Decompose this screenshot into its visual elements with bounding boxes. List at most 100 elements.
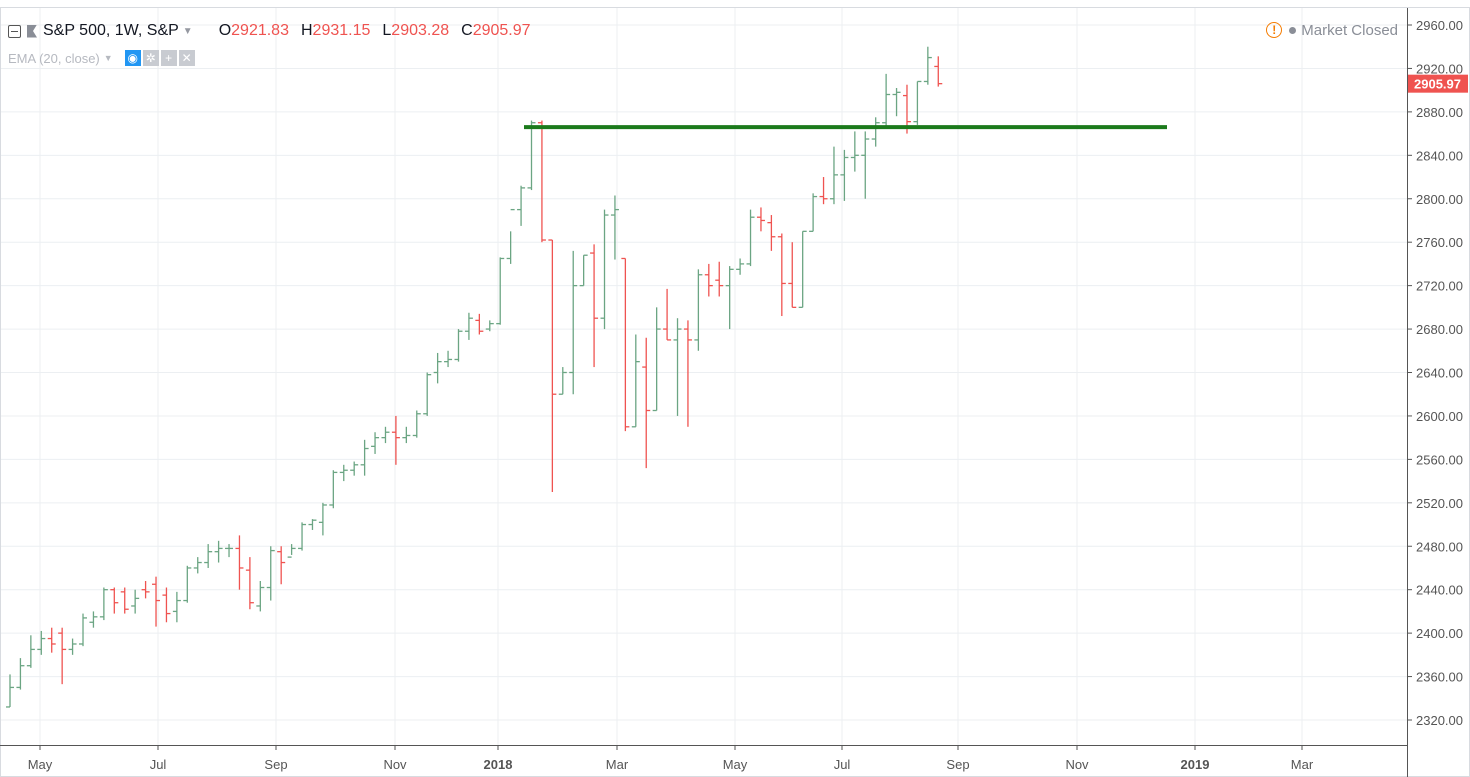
ohlc-bar xyxy=(871,117,880,147)
ohlc-bar xyxy=(683,320,692,427)
y-tick-label: 2480.00 xyxy=(1416,539,1463,554)
y-tick-label: 2640.00 xyxy=(1416,366,1463,381)
ohlc-bar xyxy=(423,372,432,416)
y-tick-label: 2600.00 xyxy=(1416,409,1463,424)
ohlc-bar xyxy=(266,546,275,601)
ohlc-bar xyxy=(193,557,202,574)
ohlc-bar xyxy=(485,320,494,332)
ohlc-bar xyxy=(68,638,77,655)
ohlc-bar xyxy=(475,313,484,335)
ohlc-bar xyxy=(715,261,724,297)
y-tick-label: 2960.00 xyxy=(1416,18,1463,33)
y-tick-label: 2680.00 xyxy=(1416,322,1463,337)
warning-icon[interactable]: ! xyxy=(1266,22,1283,38)
ohlc-bar xyxy=(934,56,943,87)
close-icon[interactable]: ✕ xyxy=(178,50,195,66)
symbol-title[interactable]: S&P 500, 1W, S&P xyxy=(43,22,179,39)
ohlc-bar xyxy=(829,146,838,205)
ohlc-bar xyxy=(610,195,619,260)
ohlc-bar xyxy=(736,258,745,275)
chevron-down-icon[interactable]: ▼ xyxy=(103,53,113,63)
ohlc-bar xyxy=(371,432,380,454)
ohlc-bar xyxy=(110,587,119,614)
ohlc-bar xyxy=(339,464,348,482)
ohlc-bar xyxy=(152,576,161,627)
symbol-legend: S&P 500, 1W, S&P ▼ O 2921.83 H 2931.15 L… xyxy=(8,20,531,42)
ohlc-bar xyxy=(47,627,56,653)
ohlc-bar xyxy=(120,587,129,614)
open-label: O xyxy=(218,22,232,39)
ohlc-bar xyxy=(621,257,630,432)
ohlc-bar xyxy=(600,209,609,330)
x-tick-label: Nov xyxy=(1065,757,1089,772)
x-tick-label: May xyxy=(723,757,748,772)
ohlc-bar xyxy=(412,410,421,438)
study-label[interactable]: EMA (20, close) xyxy=(8,50,100,66)
ohlc-bar xyxy=(809,193,818,232)
ohlc-bar xyxy=(214,540,223,563)
chevron-down-icon[interactable]: ▼ xyxy=(182,25,193,37)
ohlc-bar xyxy=(277,546,286,585)
collapse-legend-button[interactable] xyxy=(8,24,21,38)
ohlc-bar xyxy=(756,207,765,232)
ohlc-bar xyxy=(496,257,505,325)
ohlc-bar xyxy=(663,288,672,341)
y-tick-label: 2360.00 xyxy=(1416,670,1463,685)
time-axis[interactable]: May Jul Sep Nov 2018 Mar May Jul Sep Nov 2019 Mar xyxy=(28,745,1314,772)
ohlc-bar xyxy=(444,350,453,368)
ohlc-bar xyxy=(204,544,213,568)
y-tick-label: 2920.00 xyxy=(1416,61,1463,76)
x-tick-label: 2019 xyxy=(1181,757,1210,772)
market-status: ! Market Closed xyxy=(1266,19,1398,41)
ohlc-bar xyxy=(882,73,891,129)
ohlc-bar xyxy=(673,318,682,416)
plus-icon[interactable]: + xyxy=(160,50,177,66)
ohlc-bar xyxy=(131,589,140,614)
ohlc-bar xyxy=(694,269,703,351)
price-axis[interactable]: 2320.00 2360.00 2400.00 2440.00 2480.00 2520.… xyxy=(1407,18,1468,728)
ohlc-bar xyxy=(235,535,244,590)
ohlc-bar xyxy=(746,209,755,267)
x-tick-label: Sep xyxy=(264,757,287,772)
last-price-badge xyxy=(1408,74,1468,93)
ohlc-bar xyxy=(58,627,67,685)
y-tick-label: 2880.00 xyxy=(1416,105,1463,120)
ohlc-bar xyxy=(527,120,536,191)
ohlc-bar xyxy=(298,522,307,551)
y-tick-label: 2560.00 xyxy=(1416,452,1463,467)
eye-icon[interactable]: ◉ xyxy=(124,50,141,66)
low-value: 2903.28 xyxy=(391,22,450,39)
ohlc-bar xyxy=(381,426,390,444)
close-value: 2905.97 xyxy=(472,22,531,39)
y-tick-label: 2520.00 xyxy=(1416,496,1463,511)
ohlc-bar xyxy=(225,544,234,558)
x-tick-label: Jul xyxy=(150,757,167,772)
ohlc-bar xyxy=(16,658,25,690)
ohlc-bar xyxy=(767,215,776,251)
status-dot-icon xyxy=(1289,26,1297,34)
gear-icon[interactable]: ✲ xyxy=(142,50,159,66)
y-tick-label: 2760.00 xyxy=(1416,235,1463,250)
ohlc-bar xyxy=(850,131,859,172)
ohlc-bar xyxy=(256,581,265,612)
ohlc-bar xyxy=(6,674,14,708)
x-tick-label: 2018 xyxy=(484,757,513,772)
ohlc-bar xyxy=(798,230,807,308)
high-value: 2931.15 xyxy=(312,22,371,39)
ohlc-bar xyxy=(350,461,359,476)
ohlc-bar xyxy=(558,367,567,395)
x-tick-label: May xyxy=(28,757,53,772)
flag-icon[interactable] xyxy=(27,24,37,38)
x-tick-label: Sep xyxy=(946,757,969,772)
last-price-label: 2905.97 xyxy=(1414,77,1461,92)
ohlc-bar xyxy=(26,635,35,668)
ohlc-bar xyxy=(506,208,515,264)
ohlc-bars xyxy=(6,46,943,708)
ohlc-bar xyxy=(172,591,181,623)
y-tick-label: 2440.00 xyxy=(1416,583,1463,598)
y-tick-label: 2320.00 xyxy=(1416,713,1463,728)
ohlc-bar xyxy=(517,185,526,226)
ohlc-bar xyxy=(287,544,296,558)
ohlc-bar xyxy=(819,177,828,205)
